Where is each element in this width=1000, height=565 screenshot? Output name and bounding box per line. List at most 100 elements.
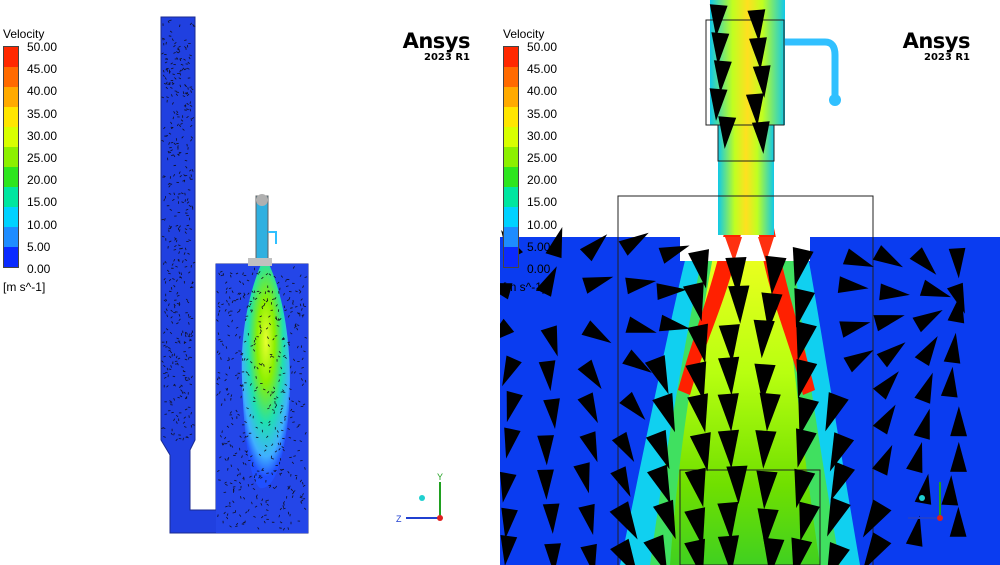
velocity-vector [185, 354, 188, 357]
legend-swatch [4, 107, 18, 127]
velocity-vector [176, 303, 180, 305]
velocity-vector [253, 290, 256, 294]
velocity-vector [242, 295, 245, 299]
velocity-vector [190, 136, 194, 139]
velocity-vector [161, 427, 164, 429]
velocity-vector [178, 318, 181, 321]
velocity-vector [226, 516, 229, 520]
legend-title: Velocity [3, 27, 45, 41]
velocity-vector [174, 341, 178, 344]
velocity-vector [165, 58, 168, 60]
velocity-vector [243, 340, 247, 343]
velocity-vector [163, 83, 167, 85]
velocity-arrow [718, 324, 740, 363]
velocity-vector [171, 263, 174, 266]
velocity-vector [275, 403, 278, 407]
velocity-vector [170, 287, 173, 290]
velocity-vector [180, 272, 182, 276]
velocity-vector [173, 192, 176, 196]
velocity-vector [268, 322, 271, 326]
velocity-vector [176, 142, 179, 145]
right-viewport[interactable]: Velocity 50.00 45.00 40.00 35.00 30.00 25.00 2… [500, 0, 1000, 565]
velocity-vector [184, 159, 188, 162]
velocity-arrow [794, 288, 815, 328]
velocity-vector [223, 442, 225, 446]
velocity-vector [271, 356, 275, 358]
velocity-vector [175, 438, 178, 442]
velocity-vector [296, 324, 300, 326]
legend-tick-label: 40.00 [527, 84, 558, 99]
velocity-vector [236, 473, 239, 477]
velocity-arrow [905, 515, 923, 547]
velocity-vector [168, 272, 171, 275]
velocity-vector [239, 308, 241, 312]
velocity-arrow [941, 475, 959, 506]
legend-tick-label: 15.00 [27, 195, 58, 210]
velocity-vector [180, 389, 183, 392]
velocity-vector [177, 153, 181, 155]
velocity-vector [258, 475, 262, 477]
velocity-vector [265, 509, 269, 511]
velocity-vector [229, 525, 232, 528]
velocity-vector [225, 373, 228, 376]
velocity-arrow [610, 466, 631, 497]
legend-swatch [4, 147, 18, 167]
velocity-vector [261, 498, 264, 502]
velocity-vector [165, 86, 168, 90]
velocity-vector [173, 142, 176, 146]
velocity-vector [240, 496, 242, 499]
velocity-vector [229, 296, 231, 300]
velocity-vector [260, 362, 263, 366]
velocity-vector [164, 310, 166, 314]
velocity-vector [190, 332, 192, 336]
velocity-vector [271, 409, 275, 411]
legend-tick-label: 50.00 [27, 40, 58, 54]
velocity-vector [184, 228, 188, 231]
velocity-vector [178, 341, 181, 344]
velocity-vector [163, 355, 166, 358]
velocity-arrow [709, 4, 728, 37]
velocity-vector [237, 292, 240, 295]
legend-tick-label: 35.00 [27, 106, 58, 121]
velocity-vector [174, 42, 177, 45]
velocity-vector [256, 366, 259, 370]
velocity-vector [287, 527, 289, 530]
velocity-vector [163, 299, 167, 302]
velocity-vector [176, 291, 179, 295]
velocity-vector [245, 453, 249, 456]
velocity-vector [188, 377, 190, 380]
velocity-vector [292, 490, 296, 493]
velocity-vector [170, 365, 172, 368]
velocity-vector [167, 150, 170, 154]
legend-swatch [504, 207, 518, 227]
velocity-vector [251, 483, 254, 486]
velocity-arrow [619, 391, 646, 420]
velocity-vector [189, 339, 192, 342]
velocity-vector [261, 276, 264, 280]
velocity-vector [163, 277, 166, 281]
velocity-arrow [909, 247, 937, 275]
velocity-vector [280, 429, 284, 432]
velocity-vector [172, 375, 176, 378]
velocity-vector [229, 444, 231, 447]
velocity-vector [176, 295, 180, 297]
velocity-vector [170, 316, 173, 319]
velocity-vector [189, 22, 193, 26]
velocity-vector [227, 359, 230, 362]
velocity-vector [272, 390, 275, 394]
velocity-arrow [500, 471, 517, 503]
velocity-arrow [577, 359, 602, 390]
velocity-vector [243, 497, 246, 500]
velocity-arrow [580, 543, 597, 565]
velocity-vector [189, 383, 193, 386]
velocity-vector [219, 456, 222, 459]
velocity-vector [182, 437, 184, 441]
velocity-vector [188, 316, 192, 318]
velocity-vector [172, 82, 175, 85]
velocity-vector [242, 440, 245, 443]
velocity-vector [177, 145, 179, 148]
velocity-arrow [684, 507, 706, 547]
velocity-arrow [713, 60, 732, 93]
velocity-vector [169, 331, 173, 335]
